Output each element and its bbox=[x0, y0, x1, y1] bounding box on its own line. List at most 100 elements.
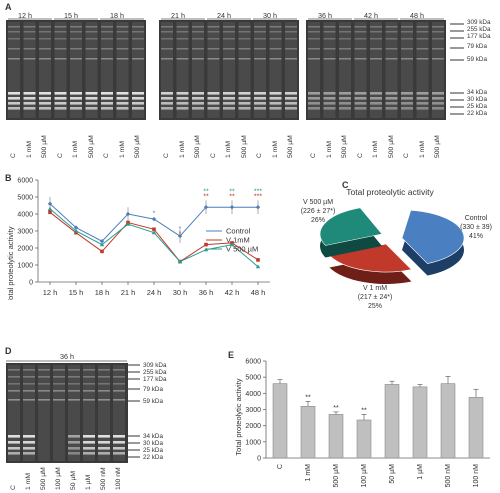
panel-c-letter: C bbox=[342, 180, 349, 190]
gel-band bbox=[8, 92, 20, 95]
legend-label: V 500 µM bbox=[226, 245, 258, 254]
pie-slice bbox=[328, 243, 413, 273]
x-tick-label: 36 h bbox=[199, 288, 214, 297]
gel-band bbox=[161, 38, 173, 40]
gel-band bbox=[98, 369, 110, 371]
gel-band bbox=[339, 102, 351, 105]
gel-band bbox=[207, 26, 220, 28]
gel-band bbox=[39, 102, 51, 105]
gel-band bbox=[323, 97, 336, 100]
gel-band bbox=[38, 376, 50, 378]
gel-band bbox=[339, 58, 351, 60]
y-tick-label: 0 bbox=[257, 456, 261, 463]
x-tick-label: 50 µM bbox=[389, 464, 396, 484]
gel-band bbox=[8, 48, 20, 50]
gel-band bbox=[354, 58, 367, 60]
gel-band bbox=[238, 92, 251, 95]
data-point bbox=[177, 259, 183, 264]
gel-band bbox=[254, 92, 266, 95]
gel-band bbox=[285, 48, 297, 50]
gel-band bbox=[192, 58, 204, 60]
gel-band bbox=[207, 107, 220, 110]
gel-band bbox=[385, 97, 398, 100]
gel-band bbox=[416, 31, 429, 33]
marker-label: 309 kDa bbox=[143, 362, 167, 369]
gel-band bbox=[207, 97, 220, 100]
gel-band bbox=[308, 26, 320, 28]
x-tick-label: 18 h bbox=[95, 288, 110, 297]
gel-band bbox=[23, 31, 36, 33]
gel-band bbox=[432, 102, 444, 105]
lane-smear bbox=[23, 365, 35, 461]
gel-band bbox=[8, 441, 20, 444]
gel-lane bbox=[70, 22, 82, 118]
gel-lane bbox=[113, 365, 125, 461]
gel-band bbox=[70, 31, 82, 33]
gel-lane bbox=[432, 22, 444, 118]
gel-band bbox=[238, 31, 251, 33]
x-tick-label: 30 h bbox=[173, 288, 188, 297]
gel-band bbox=[339, 92, 351, 95]
gel-band bbox=[176, 92, 189, 95]
gel-lane bbox=[54, 22, 67, 118]
x-tick-label: 1 mM bbox=[305, 464, 312, 482]
gel-band bbox=[23, 376, 35, 378]
gel-band bbox=[39, 48, 51, 50]
gel-band bbox=[23, 435, 35, 438]
gel-band bbox=[68, 452, 80, 455]
gel-lane bbox=[238, 22, 251, 118]
gel-band bbox=[432, 26, 444, 28]
gel-lane bbox=[385, 22, 398, 118]
gel-lane bbox=[68, 365, 80, 461]
gel-band bbox=[23, 26, 36, 28]
gel-band bbox=[101, 97, 113, 100]
bar bbox=[384, 384, 400, 459]
gel-band bbox=[98, 390, 110, 392]
gel-band bbox=[385, 107, 398, 110]
y-tick-label: 6000 bbox=[17, 178, 33, 185]
gel-band bbox=[308, 58, 320, 60]
gel-band bbox=[285, 102, 297, 105]
data-point bbox=[73, 228, 79, 233]
gel-band bbox=[85, 107, 98, 110]
pie-label: (217 ± 24*) bbox=[358, 294, 393, 301]
legend-label: V 1mM bbox=[226, 236, 250, 245]
gel-band bbox=[370, 107, 382, 110]
gel-band bbox=[238, 58, 251, 60]
data-point bbox=[125, 221, 131, 226]
lane-label: 500 nM bbox=[100, 467, 107, 490]
gel-band bbox=[53, 376, 65, 378]
lane-smear bbox=[53, 365, 65, 461]
gel-band bbox=[416, 107, 429, 110]
gel-band bbox=[432, 31, 444, 33]
data-point bbox=[151, 216, 157, 222]
timepoint-label: 48 h bbox=[410, 11, 424, 20]
gel-band bbox=[83, 383, 95, 385]
significance-mark: ** bbox=[203, 189, 209, 196]
timepoint-label: 12 h bbox=[18, 11, 32, 20]
gel-band bbox=[323, 48, 336, 50]
pie-label: (226 ± 27*) bbox=[301, 208, 336, 215]
gel-band bbox=[68, 435, 80, 438]
gel-band bbox=[70, 92, 82, 95]
gel-band bbox=[385, 38, 398, 40]
gel-lane bbox=[370, 22, 382, 118]
panel-b-ylabel: Total proteolytic activity bbox=[6, 226, 15, 300]
data-point bbox=[256, 258, 260, 262]
gel-band bbox=[132, 58, 144, 60]
gel-band bbox=[101, 58, 113, 60]
gel-lane bbox=[401, 22, 413, 118]
gel-band bbox=[116, 107, 129, 110]
lane-label: 1 µM bbox=[85, 474, 92, 490]
gel-band bbox=[385, 48, 398, 50]
gel-band bbox=[285, 38, 297, 40]
gel-band bbox=[23, 92, 36, 95]
data-point bbox=[73, 225, 79, 230]
gel-band bbox=[269, 58, 282, 60]
panel-a-letter: A bbox=[5, 2, 12, 12]
gel-band bbox=[432, 48, 444, 50]
gel-band bbox=[23, 383, 35, 385]
gel-band bbox=[23, 58, 36, 60]
gel-band bbox=[8, 435, 20, 438]
marker-label: 177 kDa bbox=[143, 376, 167, 383]
